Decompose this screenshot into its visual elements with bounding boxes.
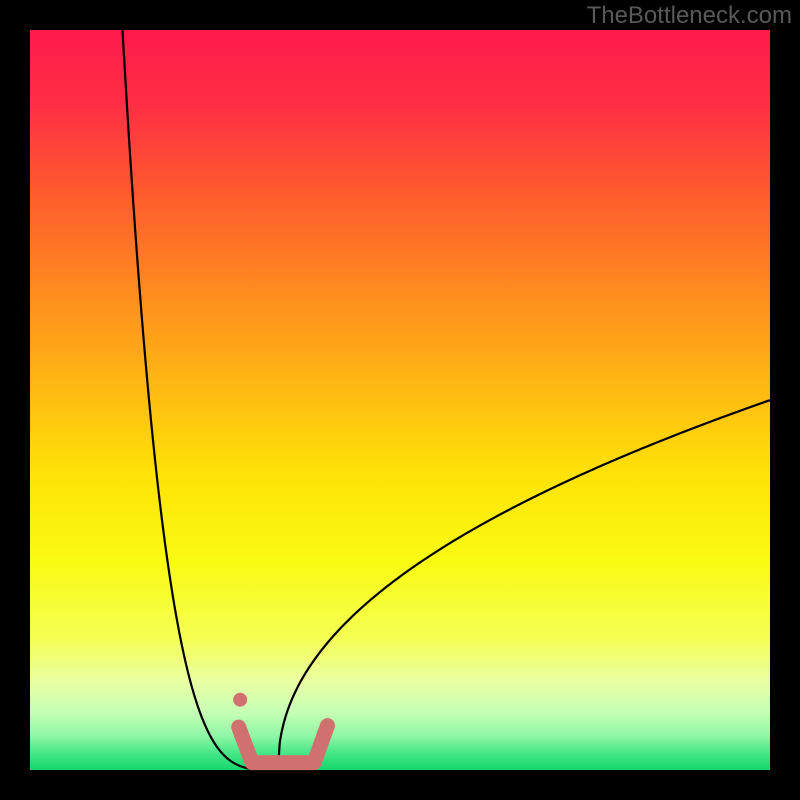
- watermark-text: TheBottleneck.com: [587, 2, 792, 30]
- valley-dot: [233, 693, 247, 707]
- plot-area: [30, 30, 770, 770]
- bottleneck-chart: [0, 0, 800, 800]
